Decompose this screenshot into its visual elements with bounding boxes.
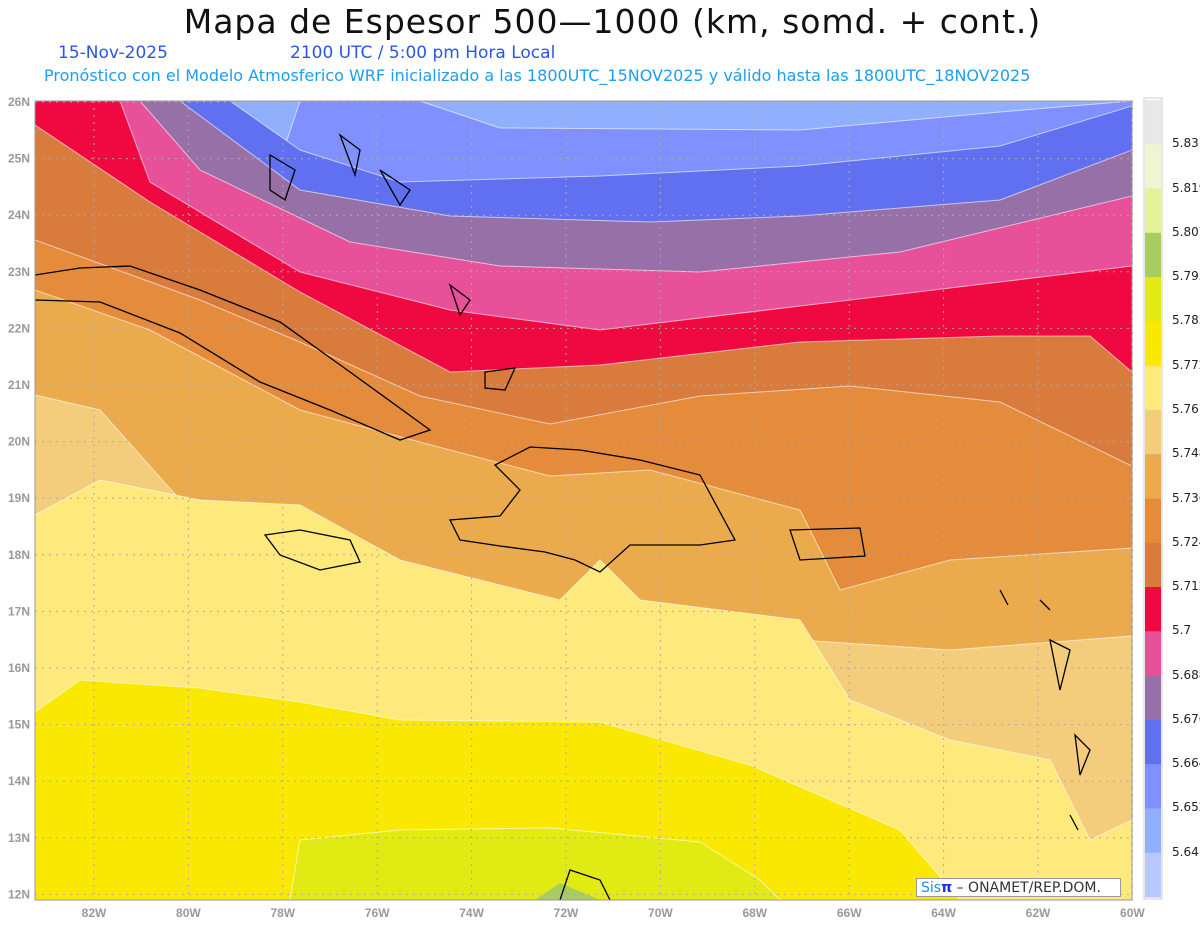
lat-label: 15N: [8, 718, 30, 732]
lat-label: 25N: [8, 152, 30, 166]
lat-label: 19N: [8, 491, 30, 505]
colorbar: [1143, 97, 1163, 900]
coastlines: [35, 133, 1091, 900]
contour-fill: [35, 101, 1132, 900]
colorbar-label: 5.748: [1172, 446, 1200, 461]
lon-label: 80W: [176, 906, 201, 920]
colorbar-label: 5.688: [1172, 667, 1200, 682]
credit-text: – ONAMET/REP.DOM.: [952, 880, 1101, 896]
colorbar-frame: [1143, 97, 1163, 900]
colorbar-label: 5.712: [1172, 579, 1200, 594]
lat-label: 12N: [8, 887, 30, 901]
longitude-labels: 82W 80W 78W 76W 74W 72W 70W 68W 66W 64W 62W 60W: [82, 906, 1146, 920]
coast-lesser-antilles: [999, 589, 1091, 831]
coast-puerto-rico: [789, 527, 866, 561]
band-5795: [289, 827, 781, 900]
coast-hispaniola: [448, 446, 737, 573]
lon-label: 82W: [82, 906, 107, 920]
lat-label: 26N: [8, 95, 30, 109]
latitude-labels: 26N 25N 24N 23N 22N 21N 20N 19N 18N 17N 16N 15N 14N 1…: [8, 95, 30, 901]
colorbar-label: 5.76: [1172, 401, 1199, 416]
colorbar-label: 5.795: [1172, 269, 1200, 284]
graticule: [35, 101, 1133, 900]
colorbar-label: 5.652: [1172, 800, 1200, 815]
lat-label: 17N: [8, 604, 30, 618]
colorbar-swatch: [1145, 719, 1161, 765]
colorbar-label: 5.664: [1172, 756, 1200, 771]
colorbar-swatch: [1145, 100, 1161, 145]
pi-logo-symbol: π: [941, 880, 953, 896]
lon-label: 72W: [554, 906, 579, 920]
colorbar-swatch: [1145, 631, 1161, 677]
colorbar-swatch: [1145, 232, 1161, 278]
colorbar-swatch: [1145, 675, 1161, 721]
colorbar-swatch: [1145, 409, 1161, 455]
colorbar-label: 5.736: [1172, 490, 1200, 505]
sis-logo-text: Sis: [921, 880, 942, 896]
lat-label: 21N: [8, 378, 30, 392]
lat-label: 14N: [8, 774, 30, 788]
map-frame: [34, 100, 1133, 901]
colorbar-label: 5.831: [1172, 136, 1200, 151]
lon-label: 66W: [837, 906, 862, 920]
colorbar-swatch: [1145, 808, 1161, 854]
lon-label: 76W: [365, 906, 390, 920]
colorbar-swatch: [1145, 454, 1161, 499]
forecast-date: 15-Nov-2025: [58, 43, 168, 63]
coast-cuba: [35, 265, 432, 441]
lon-label: 62W: [1026, 906, 1051, 920]
colorbar-label: 5.64: [1172, 844, 1199, 859]
colorbar-label: 5.676: [1172, 711, 1200, 726]
colorbar-label: 5.772: [1172, 357, 1200, 372]
band-5783: [35, 679, 961, 900]
colorbar-label: 5.724: [1172, 534, 1200, 549]
map-title: Mapa de Espesor 500—1000 (km, somd. + co…: [183, 2, 1042, 41]
colorbar-swatch: [1145, 144, 1161, 190]
colorbar-label: 5.783: [1172, 313, 1200, 328]
lon-label: 70W: [648, 906, 673, 920]
colorbar-swatch: [1145, 365, 1161, 411]
colorbar-swatch: [1145, 764, 1161, 809]
colorbar-swatch: [1145, 321, 1161, 367]
lon-label: 78W: [270, 906, 295, 920]
band-5807: [535, 883, 600, 900]
colorbar-label: 5.7: [1172, 623, 1192, 638]
coast-south-america: [559, 869, 611, 900]
coast-jamaica: [263, 529, 361, 571]
colorbar-swatch: [1145, 542, 1161, 588]
colorbar-swatch: [1145, 498, 1161, 544]
lat-label: 13N: [8, 831, 30, 845]
coast-bahamas: [269, 133, 517, 391]
lat-label: 22N: [8, 321, 30, 335]
lon-label: 60W: [1120, 906, 1145, 920]
colorbar-swatch: [1145, 277, 1161, 322]
colorbar-swatch: [1145, 587, 1161, 632]
lon-label: 68W: [742, 906, 767, 920]
forecast-time: 2100 UTC / 5:00 pm Hora Local: [290, 43, 556, 63]
lon-label: 74W: [459, 906, 484, 920]
lat-label: 20N: [8, 435, 30, 449]
lat-label: 23N: [8, 265, 30, 279]
colorbar-label: 5.807: [1172, 224, 1200, 239]
lon-label: 64W: [931, 906, 956, 920]
lat-label: 16N: [8, 661, 30, 675]
lat-label: 18N: [8, 548, 30, 562]
colorbar-swatch: [1145, 852, 1161, 898]
colorbar-label: 5.819: [1172, 180, 1200, 195]
credit-box: Sisπ – ONAMET/REP.DOM.: [916, 878, 1121, 897]
colorbar-swatch: [1145, 188, 1161, 234]
forecast-subtitle: Pronóstico con el Modelo Atmosferico WRF…: [44, 66, 1031, 85]
lat-label: 24N: [8, 208, 30, 222]
